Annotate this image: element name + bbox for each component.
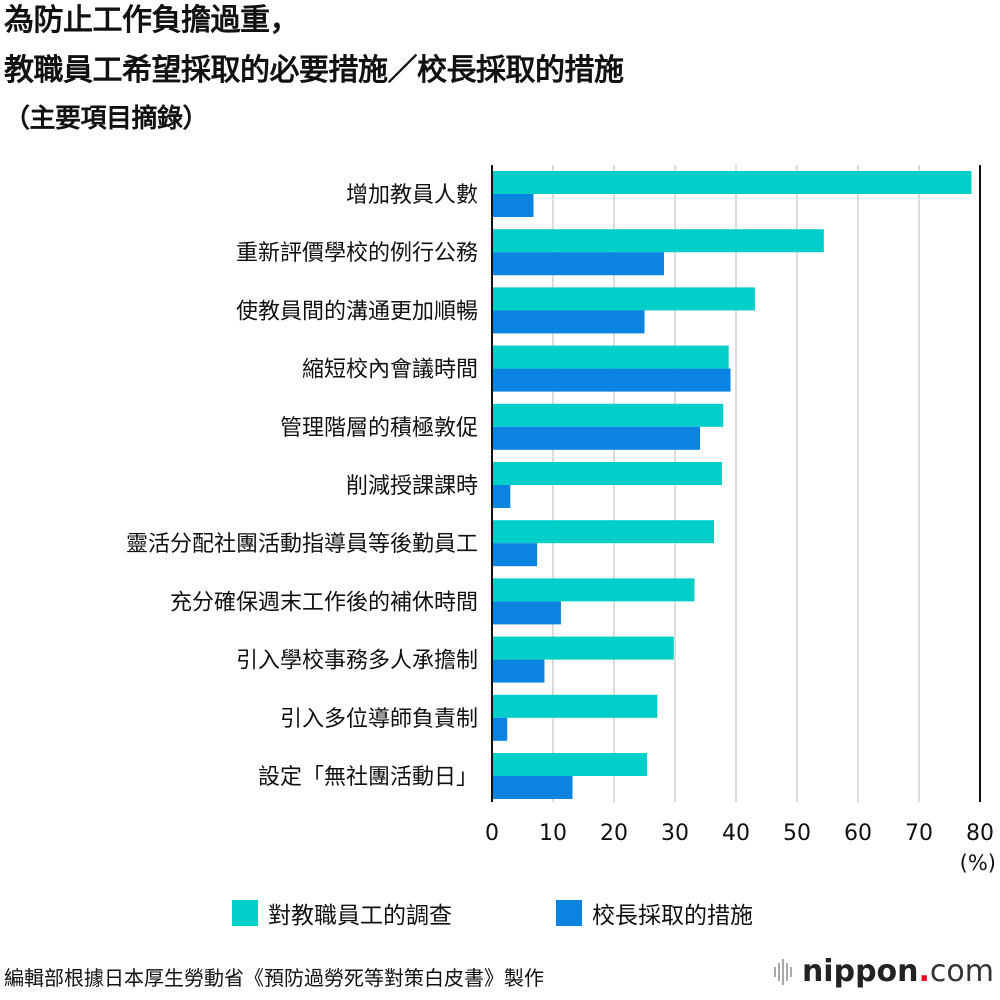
- bar-principal: [492, 543, 538, 567]
- category-label: 縮短校內會議時間: [302, 358, 478, 383]
- category-label: 引入學校事務多人承擔制: [236, 649, 478, 674]
- x-unit-label: (%): [960, 851, 996, 875]
- x-tick-label: 20: [600, 821, 628, 846]
- bar-principal: [492, 310, 645, 334]
- x-tick-label: 30: [661, 821, 689, 846]
- bar-survey: [492, 636, 674, 660]
- nippon-logo: nippon. com: [773, 954, 994, 989]
- category-label: 削減授課課時: [346, 474, 478, 499]
- x-tick-label: 50: [783, 821, 811, 846]
- bar-survey: [492, 403, 724, 427]
- bar-survey: [492, 287, 755, 311]
- legend-swatch-survey: [232, 900, 258, 926]
- category-label: 重新評價學校的例行公務: [236, 241, 478, 266]
- logo-suffix: com: [929, 954, 994, 989]
- x-tick-label: 80: [966, 821, 994, 846]
- bar-principal: [492, 252, 665, 276]
- x-tick-label: 0: [485, 821, 499, 846]
- category-label: 靈活分配社團活動指導員等後勤員工: [126, 532, 478, 557]
- category-label: 引入多位導師負責制: [280, 707, 478, 732]
- chart-title-line2: 教職員工希望採取的必要措施／校長採取的措施: [4, 53, 624, 88]
- x-tick-label: 40: [722, 821, 750, 846]
- category-label: 使教員間的溝通更加順暢: [236, 299, 478, 324]
- bar-survey: [492, 694, 658, 718]
- logo-main: nippon: [801, 954, 919, 989]
- legend-swatch-principal: [556, 900, 582, 926]
- source-note: 編輯部根據日本厚生勞動省《預防過勞死等對策白皮書》製作: [4, 966, 544, 990]
- bar-survey: [492, 345, 729, 369]
- bar-survey: [492, 520, 715, 544]
- bar-survey: [492, 753, 647, 776]
- category-label: 充分確保週末工作後的補休時間: [170, 590, 478, 615]
- chart-title-line1: 為防止工作負擔過重，: [4, 3, 300, 38]
- category-label: 增加教員人數: [346, 183, 478, 208]
- x-tick-label: 10: [539, 821, 567, 846]
- bar-principal: [492, 601, 561, 625]
- bar-survey: [492, 171, 972, 194]
- category-label: 設定「無社團活動日」: [258, 765, 478, 790]
- legend-item-principal: 校長採取的措施: [556, 896, 753, 930]
- bar-principal: [492, 426, 701, 450]
- bar-principal: [492, 485, 511, 508]
- bar-principal: [492, 368, 731, 392]
- legend-item-survey: 對教職員工的調查: [232, 896, 452, 930]
- bar-survey: [492, 462, 722, 485]
- category-label: 管理階層的積極敦促: [280, 416, 478, 441]
- bar-survey: [492, 229, 824, 253]
- x-tick-label: 70: [905, 821, 933, 846]
- logo-dot: .: [918, 954, 930, 989]
- bar-principal: [492, 659, 545, 683]
- logo-bars-icon: [773, 958, 794, 985]
- x-tick-label: 60: [844, 821, 872, 846]
- bar-principal: [492, 194, 534, 217]
- bar-survey: [492, 578, 695, 602]
- legend-label-principal: 校長採取的措施: [592, 903, 753, 929]
- chart-subtitle: （主要項目摘錄）: [4, 104, 209, 134]
- bar-principal: [492, 717, 508, 741]
- bar-principal: [492, 776, 573, 799]
- legend-label-survey: 對教職員工的調查: [268, 903, 452, 929]
